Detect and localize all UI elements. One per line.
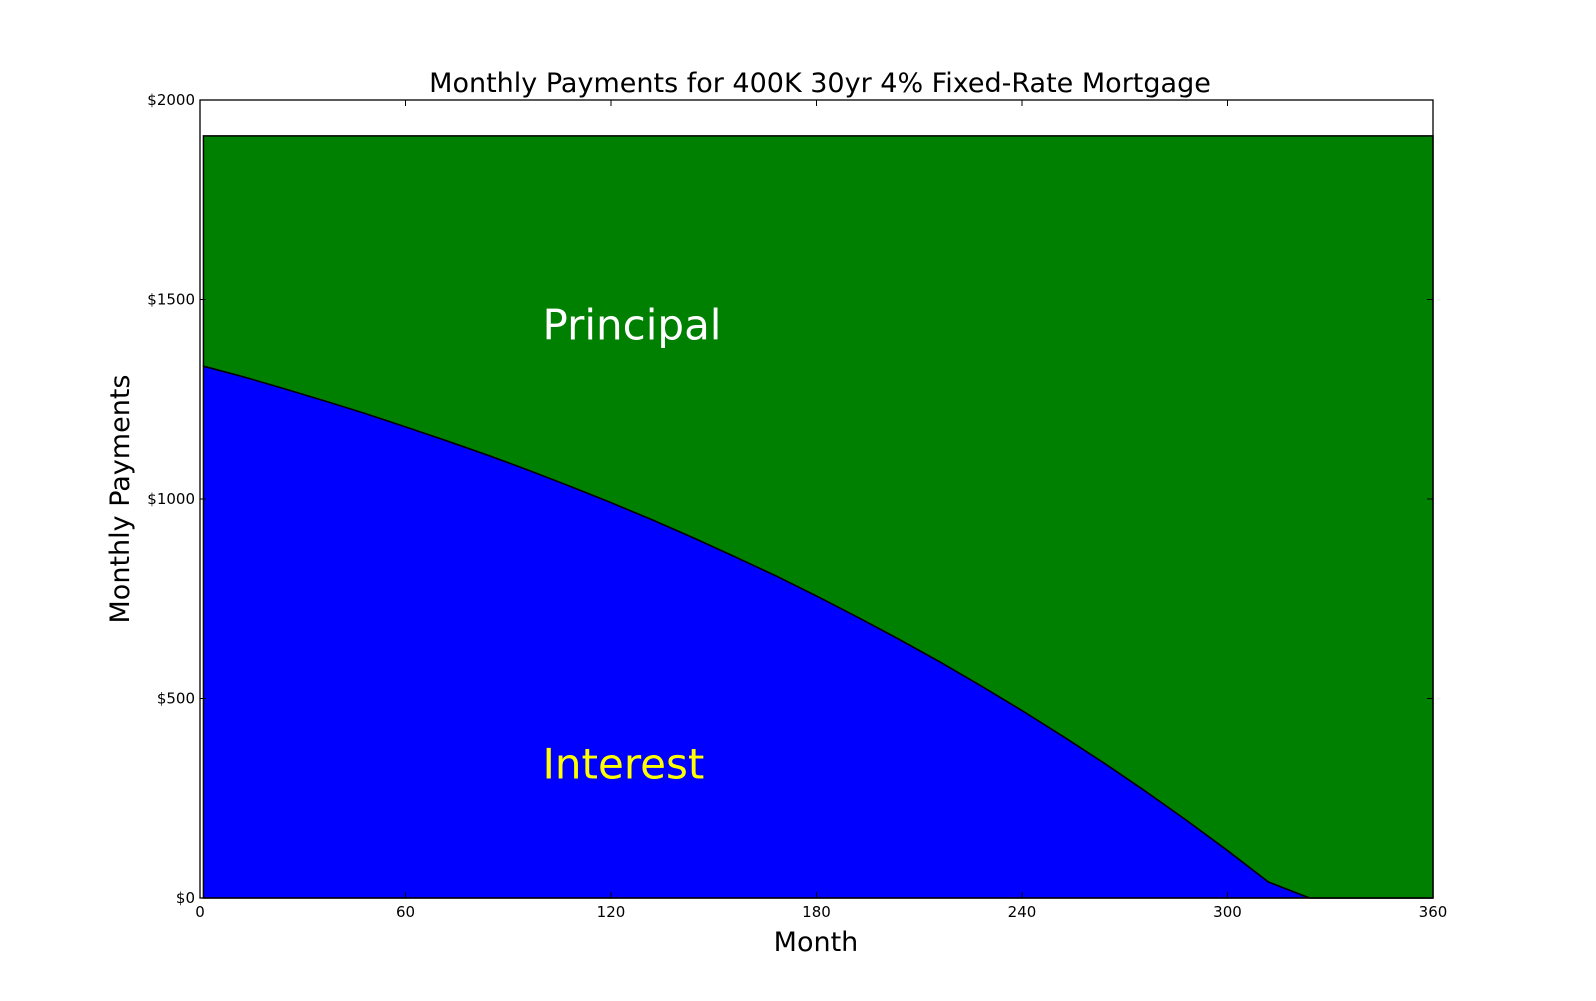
y-axis-label: Monthly Payments: [105, 375, 136, 624]
x-tick-label: 0: [195, 903, 205, 921]
annotation-interest: Interest: [543, 739, 705, 788]
annotation-principal: Principal: [543, 300, 722, 349]
y-tick-label: $1500: [147, 291, 195, 309]
x-axis-label: Month: [774, 927, 859, 958]
chart-title: Monthly Payments for 400K 30yr 4% Fixed-…: [429, 68, 1211, 99]
y-tick-label: $1000: [147, 490, 195, 508]
x-tick-label: 180: [802, 903, 831, 921]
x-tick-label: 60: [396, 903, 415, 921]
y-tick-label: $2000: [147, 91, 195, 109]
x-tick-label: 300: [1213, 903, 1242, 921]
x-tick-label: 120: [597, 903, 626, 921]
x-tick-label: 360: [1419, 903, 1448, 921]
annotations: Principal Interest: [543, 300, 722, 788]
y-tick-label: $500: [157, 690, 195, 708]
x-tick-label: 240: [1008, 903, 1037, 921]
plot-area: [202, 135, 1434, 899]
axis-ticks: 0 60 120 180 240 300 360 $0 $500 $1000 $1500 $2000: [147, 91, 1447, 921]
y-tick-label: $0: [176, 889, 195, 907]
